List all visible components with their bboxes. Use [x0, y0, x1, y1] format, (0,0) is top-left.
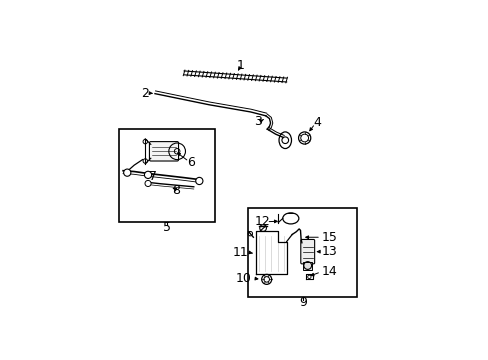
FancyBboxPatch shape — [300, 239, 314, 264]
Text: 6: 6 — [187, 157, 195, 170]
Circle shape — [195, 177, 203, 185]
Circle shape — [123, 169, 131, 176]
Bar — [119, 129, 214, 222]
Text: 8: 8 — [172, 184, 180, 197]
Text: 11: 11 — [232, 246, 248, 259]
Bar — [303, 262, 311, 270]
Circle shape — [144, 171, 151, 179]
Text: 4: 4 — [312, 116, 321, 129]
Text: 14: 14 — [321, 265, 336, 278]
Bar — [247, 208, 357, 297]
Text: 12: 12 — [254, 216, 270, 229]
Text: 13: 13 — [321, 245, 336, 258]
Text: 5: 5 — [163, 221, 170, 234]
Text: 3: 3 — [254, 115, 262, 128]
Text: 7: 7 — [149, 170, 157, 183]
Text: 2: 2 — [141, 87, 148, 100]
FancyBboxPatch shape — [149, 141, 178, 161]
Text: 9: 9 — [298, 296, 306, 309]
Text: 1: 1 — [237, 59, 244, 72]
Text: 15: 15 — [321, 231, 337, 244]
Text: 10: 10 — [236, 272, 251, 285]
Circle shape — [145, 180, 151, 186]
